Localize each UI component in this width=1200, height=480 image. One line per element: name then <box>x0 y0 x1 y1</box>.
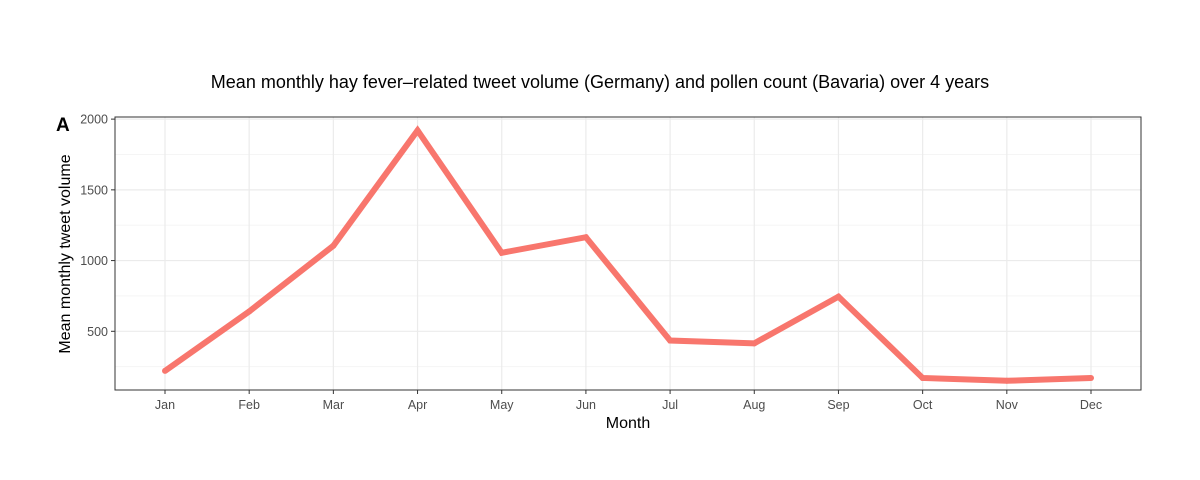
data-point-dec <box>1088 374 1094 381</box>
x-tick-label: May <box>490 398 514 412</box>
y-axis: 500 1000 1500 2000 <box>80 113 115 339</box>
data-point-jul <box>667 337 674 344</box>
x-tick-label: Apr <box>408 398 427 412</box>
x-tick-label: Nov <box>996 398 1019 412</box>
data-point-nov <box>1003 377 1010 384</box>
x-tick-label: Mar <box>323 398 345 412</box>
data-point-feb <box>246 308 253 315</box>
data-point-jan <box>162 367 168 374</box>
x-tick-label: Jan <box>155 398 175 412</box>
minor-gridlines <box>115 153 1141 368</box>
x-tick-label: Jul <box>662 398 678 412</box>
x-axis-title: Month <box>606 415 650 432</box>
y-tick-label: 1000 <box>80 254 108 268</box>
panel-label: A <box>56 115 70 136</box>
x-axis: Jan Feb Mar Apr May Jun Jul Aug Sep Oct Nov Dec <box>155 390 1102 412</box>
chart-title: Mean monthly hay fever–related tweet vol… <box>211 72 989 92</box>
series-layer <box>162 125 1094 384</box>
x-tick-label: Aug <box>743 398 765 412</box>
plot-panel-border <box>114 116 1142 391</box>
data-point-sep <box>835 293 842 300</box>
data-point-mar <box>330 242 337 249</box>
x-tick-label: Sep <box>827 398 849 412</box>
data-point-oct <box>919 374 926 381</box>
series-line <box>163 125 1092 384</box>
x-tick-label: Feb <box>238 398 260 412</box>
data-point-jun <box>582 234 589 241</box>
data-point-may <box>498 249 505 256</box>
x-tick-label: Jun <box>576 398 596 412</box>
y-tick-label: 500 <box>87 325 108 339</box>
y-tick-label: 2000 <box>80 113 108 127</box>
y-axis-title: Mean monthly tweet volume <box>57 154 74 353</box>
x-tick-label: Oct <box>913 398 933 412</box>
y-tick-label: 1500 <box>80 183 108 197</box>
data-point-apr <box>414 127 421 134</box>
data-point-aug <box>751 340 758 347</box>
plot-panel-background <box>115 117 1141 390</box>
x-tick-label: Dec <box>1080 398 1102 412</box>
